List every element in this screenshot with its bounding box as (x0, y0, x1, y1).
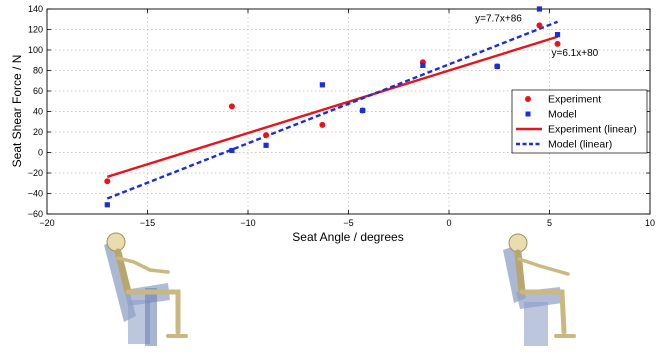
data-points (104, 6, 561, 208)
model-point (359, 107, 366, 114)
x-tick-label: 0 (446, 218, 451, 228)
experiment-point (263, 132, 270, 139)
model-point (319, 82, 325, 88)
model-point (536, 6, 543, 12)
seated-skeleton-illustration-left (104, 232, 188, 346)
y-tick-label: −60 (28, 209, 43, 219)
y-tick-label: 100 (28, 45, 43, 55)
legend: Experiment Model Experiment (linear) Mod… (511, 89, 648, 154)
y-tick-label: 40 (33, 107, 43, 117)
experiment-point (319, 121, 326, 128)
legend-marker-experiment (525, 96, 531, 102)
legend-label-experiment: Experiment (548, 94, 601, 106)
model-point (494, 63, 500, 69)
y-tick-label: 0 (38, 148, 43, 158)
y-tick-label: 20 (33, 127, 43, 137)
annotation-experiment-equation: y=6.1x+80 (552, 48, 599, 59)
fit-lines (106, 20, 558, 200)
x-tick-label: −15 (140, 218, 155, 228)
legend-marker-model (525, 111, 531, 117)
x-tick-label: −5 (343, 218, 353, 228)
x-axis-label: Seat Angle / degrees (292, 230, 403, 244)
seated-skeleton-illustration-right (503, 233, 576, 346)
model-point (420, 62, 426, 68)
grid (47, 9, 650, 214)
legend-label-experiment-linear: Experiment (linear) (548, 124, 637, 136)
y-tick-labels: −60 −40 −20 0 20 40 60 80 100 120 140 (28, 4, 43, 219)
legend-box (511, 89, 648, 154)
legend-label-model-linear: Model (linear) (548, 139, 612, 151)
model-point (229, 147, 235, 154)
x-tick-label: 10 (645, 218, 655, 228)
experiment-linear-fit-line (106, 35, 558, 178)
y-tick-label: 60 (33, 86, 43, 96)
x-tick-label: −10 (240, 218, 255, 228)
model-point (554, 32, 561, 38)
y-tick-label: −20 (28, 168, 43, 178)
y-axis-label: Seat Shear Force / N (10, 55, 24, 168)
x-tick-label: 5 (547, 218, 552, 228)
model-point (263, 142, 269, 148)
x-tick-labels: −20 −15 −10 −5 0 5 10 (39, 218, 655, 228)
x-tick-label: −20 (39, 218, 54, 228)
model-point (104, 202, 110, 208)
y-tick-label: 140 (28, 4, 43, 14)
model-linear-fit-line (106, 20, 558, 200)
legend-label-model: Model (548, 109, 577, 121)
experiment-point (536, 22, 543, 29)
tick-marks (46, 8, 651, 215)
annotation-model-equation: y=7.7x+86 (475, 13, 522, 24)
y-tick-label: 120 (28, 25, 43, 35)
experiment-point (554, 40, 561, 47)
experiment-point (104, 178, 111, 185)
y-tick-label: −40 (28, 189, 43, 199)
experiment-point (228, 103, 235, 110)
y-tick-label: 80 (33, 66, 43, 76)
